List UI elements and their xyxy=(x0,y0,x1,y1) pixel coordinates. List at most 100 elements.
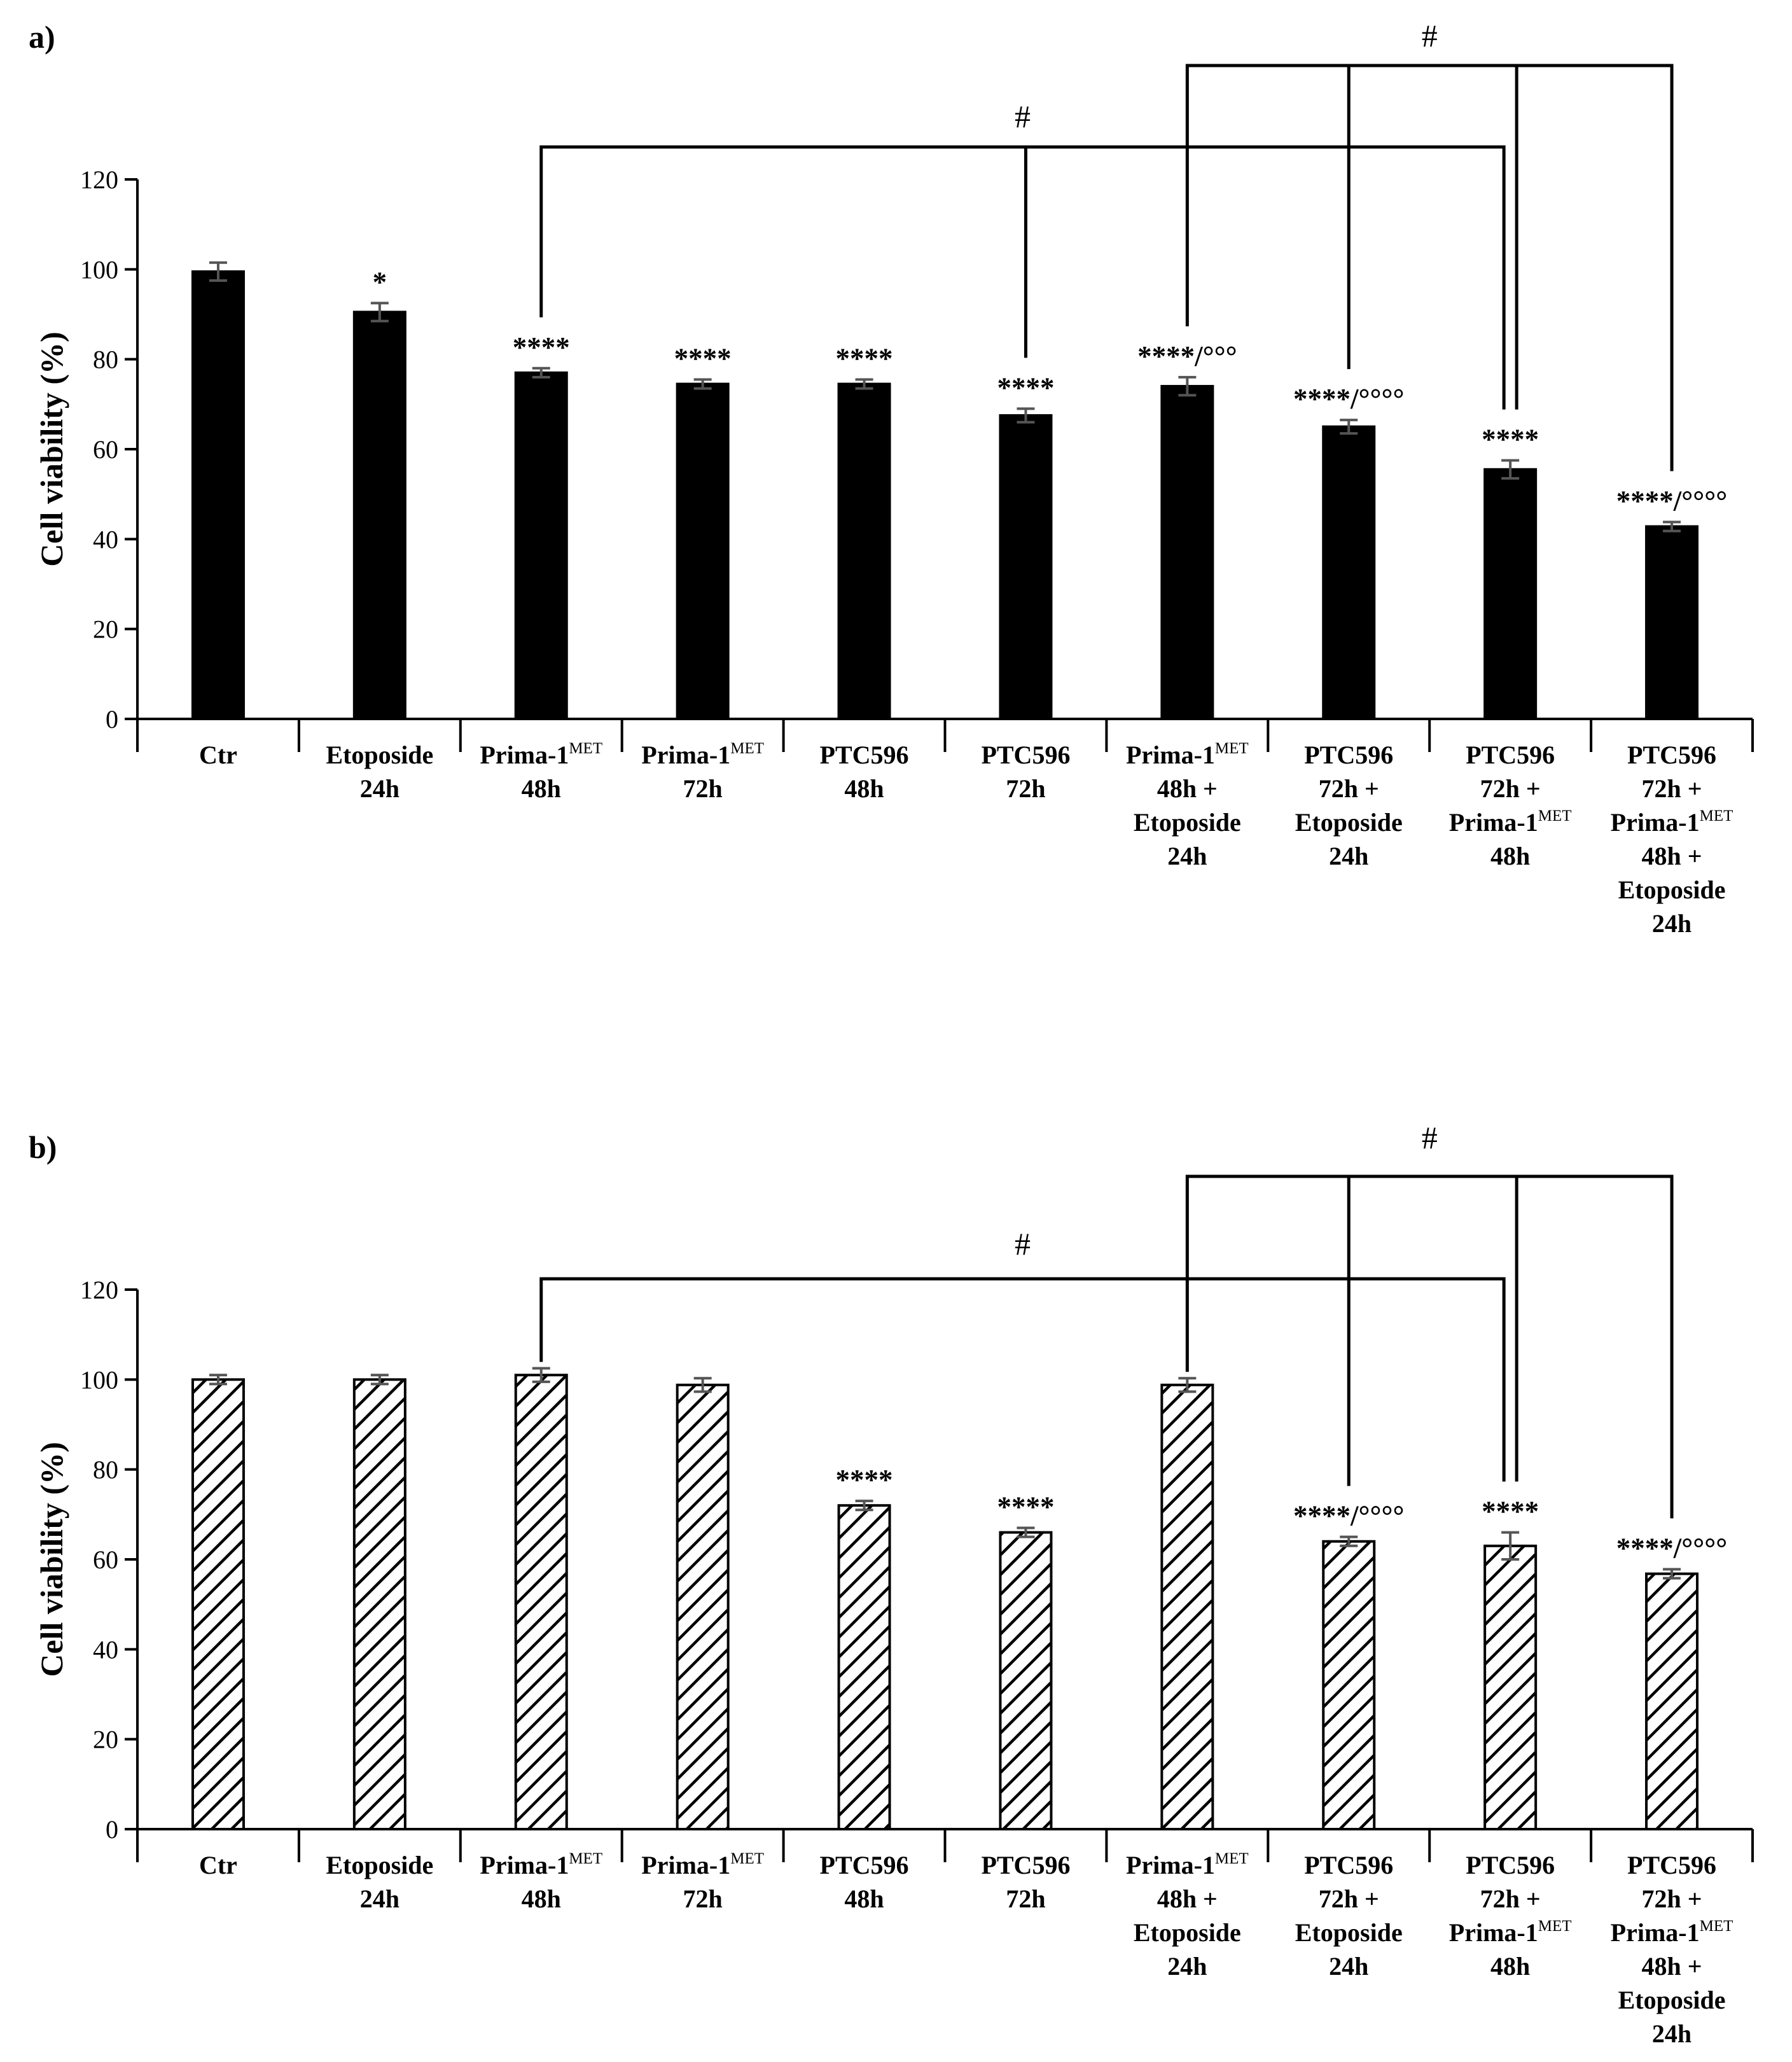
bar xyxy=(837,382,891,720)
x-category-label: 24h xyxy=(1167,1952,1207,1981)
error-bar xyxy=(532,1367,550,1383)
x-category-label: Etoposide xyxy=(1618,875,1726,904)
y-tick-label: 40 xyxy=(93,1635,118,1664)
x-category-label: 72h + xyxy=(1642,774,1702,803)
error-bar xyxy=(1501,459,1520,480)
x-category-label: Etoposide xyxy=(326,741,433,769)
x-category-label: PTC596 xyxy=(1304,1851,1393,1879)
x-category-label: 48h xyxy=(844,774,884,803)
x-category-label: Prima-1MET xyxy=(641,1850,764,1879)
superscript: MET xyxy=(1215,740,1249,757)
x-category-label: Etoposide xyxy=(326,1851,433,1879)
x-category-label: Prima-1MET xyxy=(1126,740,1249,769)
x-category-label: 24h xyxy=(1167,842,1207,870)
error-bar xyxy=(370,1374,389,1386)
x-category-label: PTC596 xyxy=(1466,741,1555,769)
x-category-label: 48h xyxy=(522,1884,561,1913)
error-bar xyxy=(370,302,389,323)
x-category-label: 72h xyxy=(1006,774,1045,803)
y-tick-label: 120 xyxy=(80,1276,118,1304)
x-category-label: 72h + xyxy=(1480,774,1541,803)
x-category-label: Prima-1MET xyxy=(1449,807,1572,837)
x-category-label: 24h xyxy=(1329,842,1368,870)
x-category-label: Etoposide xyxy=(1295,808,1403,837)
significance-label: **** xyxy=(836,1464,893,1496)
x-category-label: PTC596 xyxy=(1304,741,1393,769)
x-category-label: Prima-1MET xyxy=(1126,1850,1249,1879)
bar xyxy=(514,1374,568,1830)
x-category-label: PTC596 xyxy=(1627,1851,1716,1879)
x-category-label: 48h xyxy=(1490,1952,1530,1981)
bracket-label: # xyxy=(1422,1120,1438,1155)
superscript: MET xyxy=(1538,807,1572,825)
x-category-label: 72h + xyxy=(1480,1884,1541,1913)
y-tick-label: 100 xyxy=(80,1365,118,1394)
significance-label: ****/°°°° xyxy=(1616,485,1728,517)
bar xyxy=(1483,468,1538,720)
bar xyxy=(352,1378,406,1830)
error-bar xyxy=(209,1374,227,1386)
y-tick-label: 120 xyxy=(80,165,118,194)
x-category-label: Prima-1MET xyxy=(1611,1918,1733,1947)
y-axis-title: Cell viability (%) xyxy=(34,331,69,566)
panel-label: b) xyxy=(29,1129,57,1165)
y-tick-label: 0 xyxy=(106,705,118,734)
x-category-label: PTC596 xyxy=(1627,741,1716,769)
bar xyxy=(999,414,1053,720)
x-category-label: Prima-1MET xyxy=(1449,1918,1572,1947)
superscript: MET xyxy=(1700,1918,1733,1935)
significance-label: **** xyxy=(674,342,732,374)
significance-label: **** xyxy=(836,342,893,374)
error-bar xyxy=(693,1377,712,1393)
error-bar xyxy=(693,378,712,390)
x-category-label: 48h + xyxy=(1642,1952,1702,1981)
y-tick-label: 100 xyxy=(80,255,118,284)
superscript: MET xyxy=(730,1850,764,1867)
bar xyxy=(676,1383,730,1830)
bar xyxy=(191,1378,245,1830)
bar xyxy=(1160,1383,1214,1830)
superscript: MET xyxy=(1215,1850,1249,1867)
error-bar xyxy=(1178,1377,1197,1393)
x-category-label: 72h xyxy=(683,774,723,803)
x-category-label: 72h + xyxy=(1319,1884,1379,1913)
x-category-label: Etoposide xyxy=(1134,1918,1241,1947)
error-bar xyxy=(1340,419,1358,435)
x-category-label: Etoposide xyxy=(1134,808,1241,837)
y-tick-label: 60 xyxy=(93,1545,118,1574)
y-tick-label: 60 xyxy=(93,435,118,464)
x-category-label: 72h xyxy=(1006,1884,1045,1913)
significance-label: **** xyxy=(513,331,570,363)
bar xyxy=(837,1504,891,1830)
comparison-bracket xyxy=(1185,1174,1674,1519)
superscript: MET xyxy=(730,740,764,757)
x-category-label: 72h + xyxy=(1319,774,1379,803)
bracket-label: # xyxy=(1422,18,1438,53)
bar xyxy=(1645,1572,1699,1830)
x-category-label: Prima-1MET xyxy=(480,740,602,769)
x-category-label: Etoposide xyxy=(1618,1986,1726,2014)
significance-label: ****/°°° xyxy=(1137,340,1237,372)
x-category-label: Ctr xyxy=(199,1851,237,1879)
y-tick-label: 80 xyxy=(93,1456,118,1484)
error-bar xyxy=(1340,1535,1358,1547)
x-category-label: 24h xyxy=(360,774,399,803)
error-bar xyxy=(1017,1526,1035,1538)
significance-label: * xyxy=(373,266,387,298)
y-tick-label: 20 xyxy=(93,1725,118,1754)
x-category-label: 48h xyxy=(844,1884,884,1913)
bar xyxy=(1322,1540,1376,1831)
x-category-label: 48h + xyxy=(1157,1884,1218,1913)
error-bar xyxy=(1663,520,1681,533)
significance-label: ****/°°°° xyxy=(1293,383,1405,415)
x-category-label: PTC596 xyxy=(1466,1851,1555,1879)
error-bar xyxy=(1663,1568,1681,1580)
significance-label: **** xyxy=(997,1491,1054,1523)
error-bar xyxy=(1017,407,1035,424)
x-category-label: 24h xyxy=(360,1884,399,1913)
significance-label: **** xyxy=(1482,424,1539,456)
x-category-label: 48h + xyxy=(1157,774,1218,803)
x-category-label: Prima-1MET xyxy=(1611,807,1733,837)
x-category-label: 48h xyxy=(1490,842,1530,870)
y-tick-label: 20 xyxy=(93,615,118,644)
